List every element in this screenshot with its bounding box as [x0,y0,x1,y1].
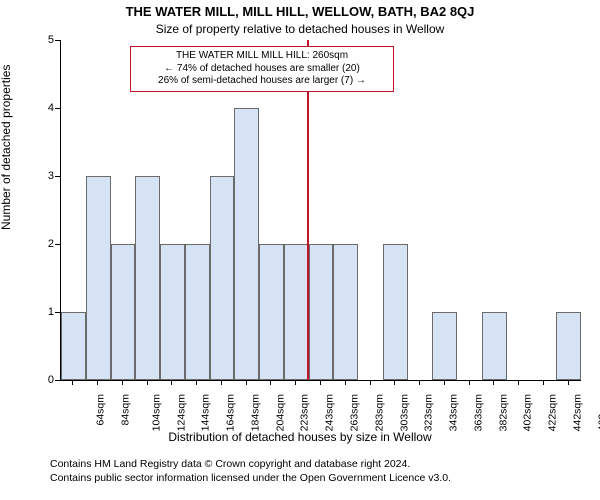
histogram-bar [160,244,185,380]
histogram-bar [86,176,111,380]
histogram-bar [210,176,235,380]
x-tick-mark [122,380,123,385]
histogram-bar [259,244,284,380]
histogram-bar [185,244,210,380]
chart-subtitle: Size of property relative to detached ho… [0,22,600,36]
x-tick-mark [270,380,271,385]
x-tick-label: 382sqm [497,394,509,431]
annotation-line: THE WATER MILL MILL HILL: 260sqm [137,50,387,63]
x-tick-label: 184sqm [249,394,261,431]
x-tick-label: 263sqm [348,394,360,431]
histogram-bar [556,312,581,380]
histogram-bar [309,244,334,380]
histogram-bar [61,312,86,380]
x-tick-mark [543,380,544,385]
footer-line-2: Contains public sector information licen… [50,472,451,486]
x-tick-mark [221,380,222,385]
x-tick-label: 243sqm [324,394,336,431]
histogram-bar [383,244,408,380]
x-tick-mark [171,380,172,385]
x-tick-mark [196,380,197,385]
x-tick-mark [345,380,346,385]
annotation-line: ← 74% of detached houses are smaller (20… [137,63,387,76]
y-axis-label: Number of detached properties [0,65,13,230]
x-tick-mark [147,380,148,385]
x-axis-label: Distribution of detached houses by size … [0,430,600,444]
histogram-bar [135,176,160,380]
y-tick-label: 3 [34,170,54,182]
footer-line-1: Contains HM Land Registry data © Crown c… [50,458,451,472]
x-tick-label: 204sqm [274,394,286,431]
histogram-bar [432,312,457,380]
histogram-bar [482,312,507,380]
x-tick-label: 84sqm [120,394,132,426]
x-tick-label: 164sqm [225,394,237,431]
x-tick-label: 422sqm [546,394,558,431]
x-tick-mark [320,380,321,385]
x-tick-label: 144sqm [200,394,212,431]
y-tick-mark [55,312,60,313]
y-tick-label: 2 [34,238,54,250]
histogram-bar [284,244,309,380]
x-tick-mark [444,380,445,385]
x-tick-label: 104sqm [150,394,162,431]
x-tick-label: 223sqm [299,394,311,431]
y-tick-mark [55,108,60,109]
x-tick-mark [295,380,296,385]
y-tick-label: 0 [34,374,54,386]
annotation-box: THE WATER MILL MILL HILL: 260sqm← 74% of… [130,46,394,92]
footer-attribution: Contains HM Land Registry data © Crown c… [50,458,451,485]
x-tick-mark [493,380,494,385]
x-tick-label: 363sqm [472,394,484,431]
histogram-bar [234,108,259,380]
x-tick-mark [469,380,470,385]
x-tick-label: 64sqm [95,394,107,426]
annotation-line: 26% of semi-detached houses are larger (… [137,75,387,88]
x-tick-mark [518,380,519,385]
x-tick-label: 343sqm [447,394,459,431]
x-tick-mark [394,380,395,385]
x-tick-label: 402sqm [522,394,534,431]
x-tick-mark [568,380,569,385]
y-tick-mark [55,244,60,245]
x-tick-label: 462sqm [596,394,600,431]
x-tick-mark [72,380,73,385]
y-tick-label: 4 [34,102,54,114]
x-tick-label: 442sqm [571,394,583,431]
histogram-bar [111,244,136,380]
y-tick-label: 1 [34,306,54,318]
x-tick-mark [246,380,247,385]
x-tick-mark [370,380,371,385]
x-tick-label: 283sqm [373,394,385,431]
y-tick-mark [55,40,60,41]
chart-title: THE WATER MILL, MILL HILL, WELLOW, BATH,… [0,4,600,19]
y-tick-mark [55,176,60,177]
x-tick-label: 124sqm [175,394,187,431]
y-tick-mark [55,380,60,381]
x-tick-label: 303sqm [398,394,410,431]
x-tick-mark [97,380,98,385]
histogram-bar [333,244,358,380]
x-tick-mark [419,380,420,385]
y-tick-label: 5 [34,34,54,46]
x-tick-label: 323sqm [423,394,435,431]
